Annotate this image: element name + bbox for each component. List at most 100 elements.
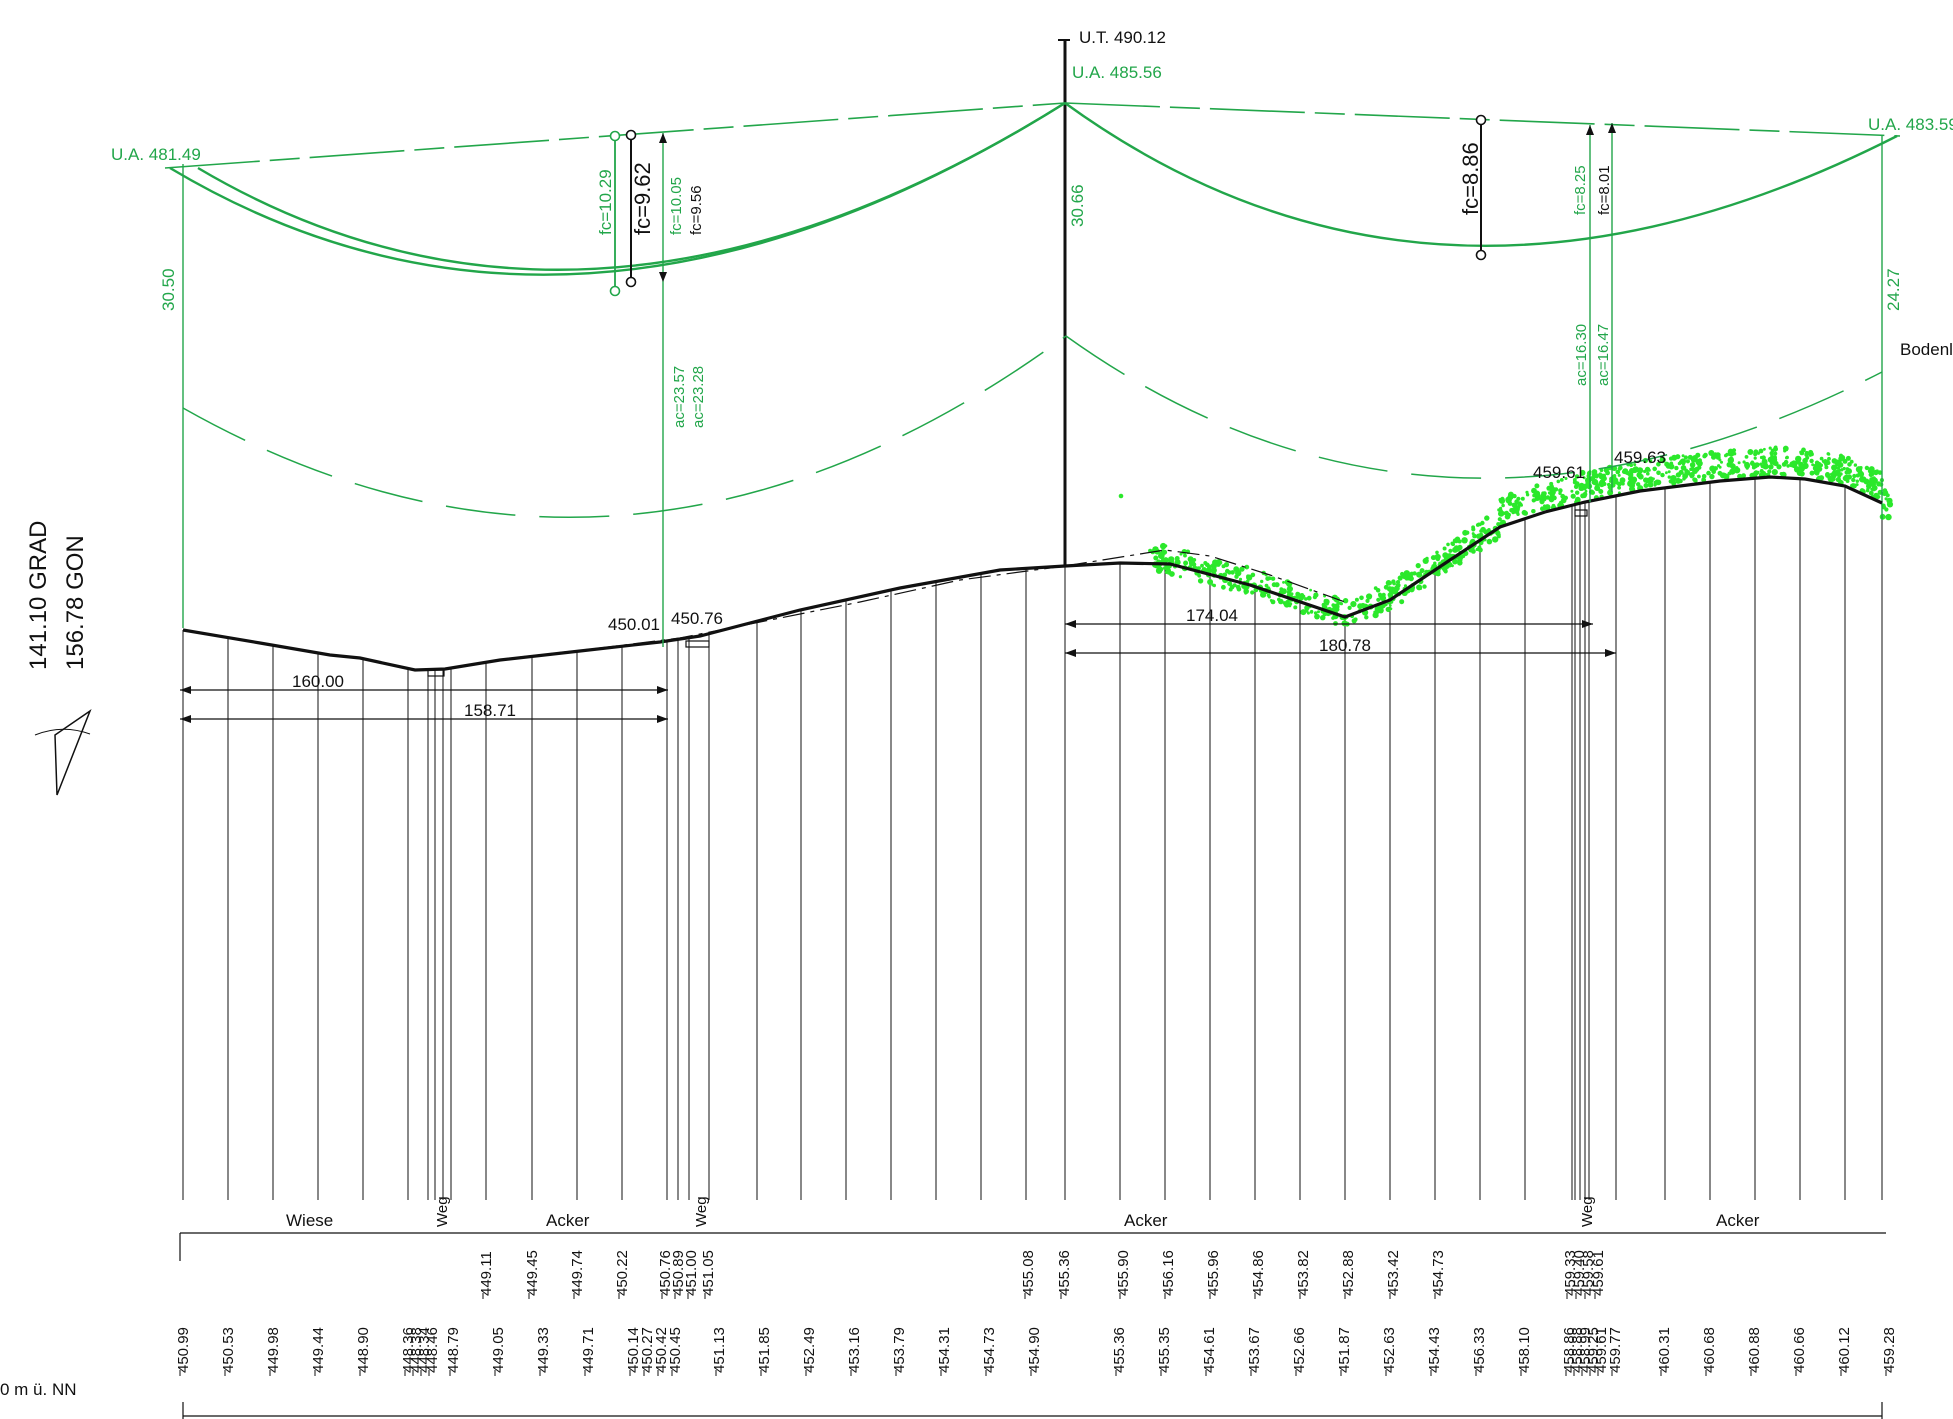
cloud-point-876 bbox=[1849, 459, 1854, 464]
distance-arrow-left-2 bbox=[180, 715, 191, 723]
cloud-point-445 bbox=[1595, 483, 1600, 487]
cloud-point-398 bbox=[1617, 485, 1621, 490]
lower-elevation-label-13: 450.14 bbox=[625, 1327, 642, 1373]
labels: U.T. 490.12 U.A. 485.56 U.A. 481.49 U.A.… bbox=[0, 28, 1953, 1399]
distance-arrow-right-2 bbox=[657, 715, 668, 723]
cloud-point-703 bbox=[1773, 451, 1778, 456]
cloud-point-947 bbox=[1675, 477, 1682, 484]
dimension-lines bbox=[179, 620, 1886, 1419]
cloud-point-166 bbox=[1269, 599, 1273, 602]
lower-elevation-label-14: 450.27 bbox=[639, 1327, 656, 1373]
cloud-point-835 bbox=[1797, 471, 1801, 475]
cloud-point-433 bbox=[1617, 481, 1622, 487]
cloud-point-791 bbox=[1840, 468, 1844, 472]
cloud-point-878 bbox=[1737, 461, 1741, 465]
ground-label-3: 459.61 bbox=[1533, 463, 1585, 482]
cloud-point-933 bbox=[1808, 449, 1814, 456]
upper-elevation-label-14: 453.82 bbox=[1295, 1250, 1312, 1296]
distance-arrow-right-1 bbox=[657, 686, 668, 694]
upper-elevation-label-10: 455.90 bbox=[1115, 1250, 1132, 1296]
cloud-point-249 bbox=[1267, 576, 1272, 581]
distance-label-3: 174.04 bbox=[1186, 606, 1238, 625]
sag-left-small-2-label: fc=9.56 bbox=[688, 185, 705, 235]
lower-elevation-label-18: 451.85 bbox=[756, 1327, 773, 1373]
cloud-point-843 bbox=[1717, 464, 1721, 468]
cloud-point-565 bbox=[1560, 493, 1566, 499]
cloud-point-943 bbox=[1824, 465, 1829, 470]
cloud-point-932 bbox=[1870, 472, 1875, 477]
cloud-point-642 bbox=[1831, 464, 1838, 471]
terrain-dashed-overlay-left bbox=[444, 565, 1066, 670]
cloud-point-492 bbox=[1433, 555, 1438, 560]
cloud-point-601 bbox=[1533, 490, 1541, 497]
cloud-point-841 bbox=[1771, 469, 1778, 476]
upper-elevation-label-5: 450.89 bbox=[670, 1250, 687, 1296]
cloud-point-588 bbox=[1556, 479, 1561, 484]
cloud-point-216 bbox=[1229, 584, 1235, 590]
cloud-point-635 bbox=[1768, 464, 1774, 470]
right-conductor-sag bbox=[1064, 102, 1898, 247]
cloud-point-936 bbox=[1884, 507, 1889, 512]
cloud-point-746 bbox=[1690, 457, 1697, 463]
cloud-point-397 bbox=[1533, 498, 1537, 502]
cloud-point-519 bbox=[1416, 584, 1423, 591]
cloud-point-847 bbox=[1868, 490, 1874, 496]
distance-arrow-right-4 bbox=[1605, 649, 1616, 657]
cloud-point-909 bbox=[1831, 470, 1838, 476]
upper-elevation-label-2: 449.74 bbox=[569, 1250, 586, 1296]
cloud-point-846 bbox=[1630, 480, 1636, 486]
cloud-point-195 bbox=[1350, 601, 1357, 608]
upper-elevation-label-4: 450.76 bbox=[657, 1250, 674, 1296]
lower-elevation-label-22: 454.31 bbox=[936, 1327, 953, 1373]
cloud-point-671 bbox=[1681, 454, 1685, 458]
cloud-point-593 bbox=[1572, 478, 1577, 482]
cloud-point-72 bbox=[1304, 605, 1310, 611]
cloud-point-381 bbox=[1422, 557, 1429, 565]
cloud-point-373 bbox=[1520, 496, 1525, 501]
upper-elevation-label-13: 454.86 bbox=[1250, 1250, 1267, 1296]
cloud-point-753 bbox=[1706, 470, 1711, 476]
lower-elevation-label-9: 448.79 bbox=[445, 1327, 462, 1373]
cloud-point-583 bbox=[1496, 522, 1501, 527]
cloud-point-389 bbox=[1389, 607, 1393, 611]
cloud-point-446 bbox=[1615, 469, 1621, 475]
cloud-point-958 bbox=[1697, 458, 1702, 463]
cloud-point-192 bbox=[1271, 582, 1277, 588]
lower-elevation-label-46: 459.28 bbox=[1881, 1327, 1898, 1373]
cloud-point-427 bbox=[1515, 500, 1520, 505]
sag-point-top-left-green bbox=[609, 130, 621, 142]
cloud-point-142 bbox=[1239, 567, 1244, 572]
terrain-profile bbox=[182, 475, 1883, 672]
cloud-point-268 bbox=[1446, 542, 1450, 547]
lower-elevation-label-39: 459.61 bbox=[1593, 1327, 1610, 1373]
landuse-acker-2: Acker bbox=[1124, 1211, 1168, 1230]
cloud-point-950 bbox=[1655, 479, 1662, 486]
sag-right-small-1-label: fc=8.25 bbox=[1572, 165, 1589, 215]
lower-elevation-label-30: 451.87 bbox=[1336, 1327, 1353, 1373]
cloud-point-459 bbox=[1617, 473, 1621, 477]
cloud-point-831 bbox=[1759, 462, 1763, 466]
cloud-point-530 bbox=[1608, 488, 1613, 493]
cloud-point-226 bbox=[1227, 570, 1232, 575]
cloud-point-200 bbox=[1331, 603, 1336, 607]
cloud-point-971 bbox=[1870, 468, 1875, 474]
sag-left-small-1-label: fc=10.05 bbox=[668, 177, 685, 235]
cloud-point-940 bbox=[1876, 481, 1882, 487]
cloud-point-359 bbox=[1479, 529, 1483, 533]
cloud-point-952 bbox=[1647, 468, 1651, 472]
cloud-point-621 bbox=[1674, 465, 1679, 471]
cloud-point-526 bbox=[1512, 493, 1517, 499]
lower-elevation-label-3: 449.44 bbox=[310, 1327, 327, 1373]
cloud-point-570 bbox=[1455, 548, 1459, 552]
distance-arrow-left-4 bbox=[1065, 649, 1076, 657]
cloud-point-960 bbox=[1799, 450, 1802, 454]
cloud-point-865 bbox=[1882, 491, 1887, 497]
cloud-point-396 bbox=[1497, 517, 1502, 522]
cloud-point-604 bbox=[1554, 487, 1559, 492]
cloud-point-470 bbox=[1476, 533, 1482, 539]
cloud-point-913 bbox=[1782, 445, 1789, 452]
cloud-point-15 bbox=[1183, 560, 1189, 566]
upper-elevation-label-7: 451.05 bbox=[700, 1250, 717, 1296]
cloud-point-754 bbox=[1648, 459, 1653, 464]
cloud-point-520 bbox=[1543, 507, 1546, 511]
